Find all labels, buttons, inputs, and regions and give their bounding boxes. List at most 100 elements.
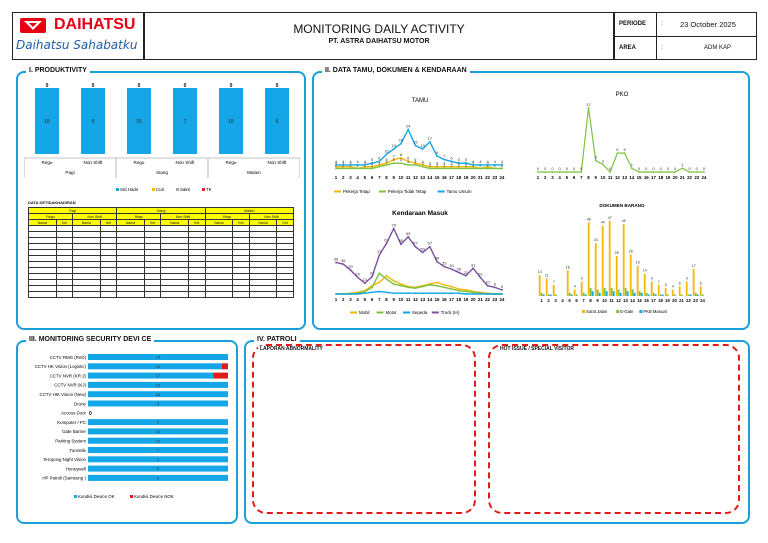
tick-label: 19 <box>463 297 468 302</box>
data-point <box>465 274 467 277</box>
tick-label: 18 <box>658 175 663 180</box>
data-label: 0 <box>667 166 670 171</box>
data-point <box>349 164 352 166</box>
bar-device-ok <box>88 428 228 435</box>
data-label: 1 <box>681 162 684 167</box>
data-label: 3 <box>472 161 475 166</box>
data-label: 3 <box>450 161 453 166</box>
data-label: 4 <box>407 159 410 164</box>
data-label: 4 <box>421 159 424 164</box>
data-label: 2 <box>602 158 605 163</box>
bar-e-gate <box>631 289 634 296</box>
tick-label: 10 <box>602 298 607 303</box>
data-point <box>363 165 366 168</box>
legend-label: Cuti <box>156 187 164 192</box>
tick-label: 5 <box>364 297 367 302</box>
tamu-chart: TAMU333233457865433333332322222222345544… <box>334 98 505 194</box>
device-label: Honeywell <box>66 466 86 471</box>
bar-surat-jalan <box>580 281 583 296</box>
truck-value-label: 10 <box>485 280 490 285</box>
data-point <box>421 285 424 288</box>
bar-value-label: 1 <box>157 457 160 462</box>
data-point <box>371 165 373 168</box>
zero-value-label: 0 <box>89 411 92 417</box>
bar-e-gate <box>680 294 683 296</box>
bar-value-label: 10 <box>156 429 161 434</box>
bar-pkb-manual <box>591 291 594 296</box>
data-point <box>378 281 381 284</box>
tick-label: 5 <box>364 175 367 180</box>
legend-swatch <box>202 188 205 191</box>
tick-label: 22 <box>485 297 490 302</box>
data-point <box>638 171 640 173</box>
bar-value-label: 9 <box>92 119 95 125</box>
bar-device-ok <box>88 419 228 426</box>
bar-device-ok <box>88 400 228 407</box>
data-label: 6 <box>450 155 453 160</box>
bar-surat-jalan <box>601 225 604 296</box>
data-label: 3 <box>429 161 432 166</box>
tick-label: 4 <box>558 175 561 180</box>
tick-label: 24 <box>500 297 505 302</box>
data-point <box>457 167 460 170</box>
data-label: 15 <box>413 139 418 144</box>
data-label: 0 <box>566 166 569 171</box>
bar-surat-jalan <box>664 288 667 296</box>
device-label: CCTV NVR (KJ) <box>54 383 86 388</box>
bar-value-label: 17 <box>156 373 161 378</box>
data-point <box>392 292 395 295</box>
brand-name: DAIHATSU <box>54 16 136 33</box>
data-point <box>392 283 395 285</box>
tick-label: 17 <box>651 175 656 180</box>
tick-label: 24 <box>702 175 707 180</box>
truck-value-label: 50 <box>420 247 425 252</box>
device-label: Access Door <box>61 411 86 416</box>
tick-label: 11 <box>609 298 614 303</box>
truck-value-label: 8 <box>494 281 497 286</box>
bar-e-gate <box>694 292 697 296</box>
data-label: 5 <box>616 147 619 152</box>
bar-surat-jalan <box>608 220 611 296</box>
data-point <box>479 167 482 170</box>
bar-surat-jalan <box>657 284 660 296</box>
tick-label: 23 <box>492 175 497 180</box>
data-point <box>421 165 424 168</box>
data-point <box>623 152 626 155</box>
bar-value-label: 46 <box>587 217 591 221</box>
data-point <box>695 171 698 173</box>
truck-value-label: 47 <box>377 249 382 254</box>
bar-value-label: 7 <box>184 119 187 125</box>
data-point <box>385 278 388 280</box>
data-point <box>342 263 345 266</box>
legend-label: Kondisi Device NOK <box>134 494 174 499</box>
bar-surat-jalan <box>587 222 590 296</box>
data-point <box>385 162 388 165</box>
bar-surat-jalan <box>552 284 555 296</box>
bar-surat-jalan <box>636 265 639 296</box>
tick-label: 24 <box>500 175 505 180</box>
data-point <box>378 290 381 293</box>
data-label: 0 <box>645 166 648 171</box>
data-point <box>363 282 366 285</box>
data-label: 0 <box>674 166 677 171</box>
data-label: 0 <box>688 166 691 171</box>
abnormality-box[interactable] <box>252 344 476 514</box>
data-point <box>472 267 475 270</box>
data-point <box>443 165 446 168</box>
bar-e-gate <box>582 292 585 296</box>
bar-value-label: 7 <box>658 280 660 284</box>
data-point <box>407 286 410 289</box>
data-point <box>486 165 489 168</box>
data-label: 0 <box>573 166 576 171</box>
bar-device-ok <box>88 465 228 472</box>
series-line <box>336 162 502 170</box>
data-point <box>450 268 453 271</box>
chart-title: DOKUMEN BARANG <box>599 203 645 208</box>
bar-value-label: 63 <box>156 392 161 397</box>
data-point <box>501 293 503 295</box>
hot-issue-box[interactable] <box>488 344 740 514</box>
legend-label: Surat Jalan <box>586 309 608 314</box>
tick-label: 1 <box>335 297 338 302</box>
tick-label: 4 <box>356 175 359 180</box>
tick-label: 24 <box>700 298 705 303</box>
